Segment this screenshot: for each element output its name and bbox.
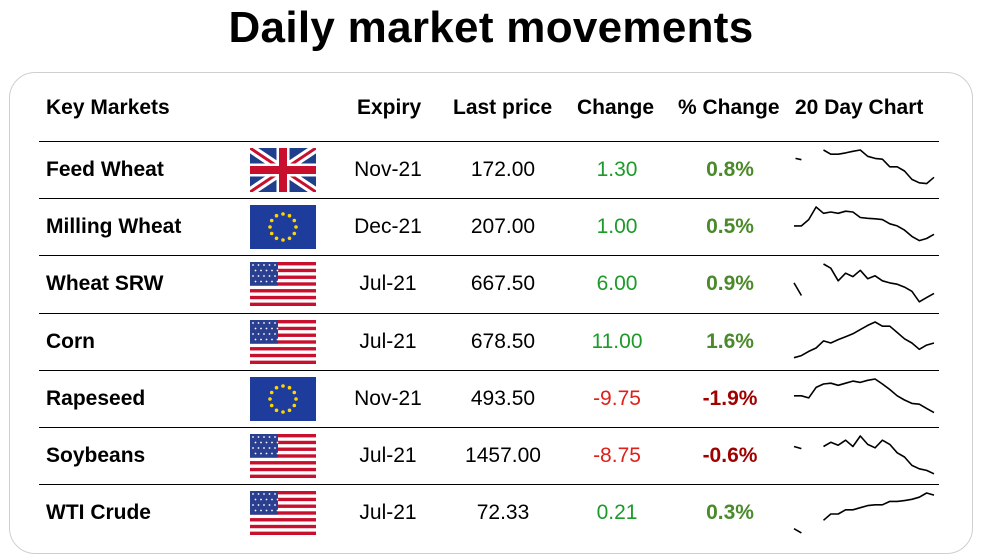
sparkline-series	[823, 263, 935, 303]
us-flag-icon	[250, 262, 316, 307]
header-expiry: Expiry	[357, 96, 422, 119]
twenty-day-chart	[790, 374, 938, 426]
table-row: Wheat SRW Jul-21 667.50 6.00 0.9%	[0, 256, 982, 313]
expiry-value: Jul-21	[359, 329, 417, 353]
expiry-value: Jul-21	[359, 444, 417, 467]
sparkline-series	[823, 149, 935, 185]
table-row: Corn Jul-21 678.50 11.00 1.6%	[0, 314, 982, 371]
page-title: Daily market movements	[228, 3, 754, 52]
market-name: WTI Crude	[46, 501, 151, 525]
twenty-day-chart	[790, 145, 938, 197]
flag	[247, 144, 319, 196]
uk-flag-icon	[247, 144, 319, 196]
pct-change-value: 1.6%	[706, 329, 754, 353]
sparkline-series	[795, 157, 802, 161]
expiry-value: Nov-21	[354, 158, 422, 181]
last-price-value: 72.33	[476, 501, 530, 525]
twenty-day-chart	[790, 317, 938, 369]
sparkline-series	[793, 528, 802, 534]
sparkline-20-day	[793, 492, 935, 534]
change-value: 1.00	[596, 215, 638, 239]
market-name: Corn	[46, 329, 95, 353]
us-flag-icon	[250, 319, 316, 364]
change-value: 0.21	[596, 501, 638, 525]
row-divider	[39, 141, 939, 142]
sparkline-20-day	[795, 149, 935, 185]
table-row: Rapeseed Nov-21 493.50 -9.75 -1.9%	[0, 371, 982, 428]
sparkline-series	[793, 320, 935, 359]
flag	[250, 262, 316, 307]
table-row: WTI Crude Jul-21 72.33 0.21 0.3%	[0, 485, 982, 542]
change-value: 1.30	[596, 158, 638, 181]
sparkline-series	[793, 282, 803, 297]
pct-change-value: 0.9%	[706, 272, 754, 296]
change-value: 11.00	[591, 329, 643, 353]
last-price-value: 207.00	[470, 215, 536, 239]
sparkline-series	[793, 445, 802, 450]
sparkline-20-day	[793, 435, 935, 475]
row-divider	[39, 369, 939, 371]
expiry-value: Jul-21	[359, 501, 417, 525]
twenty-day-chart	[790, 202, 938, 254]
sparkline-series	[823, 435, 935, 475]
flag	[250, 319, 316, 364]
last-price-value: 667.50	[470, 272, 536, 296]
flag	[250, 205, 316, 250]
table-row: Feed Wheat Nov-21 172.00 1.30 0.8%	[0, 142, 982, 199]
header-pct-change: % Change	[678, 96, 780, 119]
eu-flag-icon	[250, 205, 316, 250]
expiry-value: Nov-21	[354, 386, 422, 410]
table-row: Milling Wheat Dec-21 207.00 1.00 0.5%	[0, 199, 982, 256]
flag	[250, 376, 316, 421]
market-name: Feed Wheat	[46, 158, 164, 181]
market-name: Rapeseed	[46, 386, 146, 410]
last-price-value: 1457.00	[465, 444, 541, 467]
pct-change-value: 0.3%	[706, 501, 754, 525]
twenty-day-chart	[790, 431, 938, 483]
sparkline-20-day	[793, 320, 935, 359]
pct-change-value: -0.6%	[702, 444, 758, 467]
twenty-day-chart	[790, 488, 938, 540]
expiry-value: Jul-21	[359, 272, 417, 296]
last-price-value: 493.50	[470, 386, 536, 410]
last-price-value: 678.50	[470, 329, 536, 353]
change-value: 6.00	[596, 272, 638, 296]
expiry-value: Dec-21	[354, 215, 422, 239]
change-value: -8.75	[593, 444, 641, 467]
sparkline-series	[794, 206, 935, 242]
header-last-price: Last price	[453, 96, 553, 119]
pct-change-value: 0.8%	[706, 158, 754, 181]
sparkline-20-day	[794, 206, 935, 242]
change-value: -9.75	[593, 386, 641, 410]
row-divider	[39, 198, 939, 200]
us-flag-icon	[250, 491, 316, 536]
market-name: Soybeans	[46, 444, 146, 467]
header-20-day-chart: 20 Day Chart	[795, 96, 924, 119]
row-divider	[39, 255, 939, 257]
sparkline-series	[794, 377, 935, 414]
twenty-day-chart	[790, 259, 938, 311]
us-flag-icon	[250, 434, 316, 478]
market-name: Wheat SRW	[46, 272, 164, 296]
flag	[250, 434, 316, 478]
sparkline-20-day	[793, 263, 935, 303]
header-change: Change	[577, 96, 655, 119]
row-divider	[39, 484, 939, 486]
table-row: Soybeans Jul-21 1457.00 -8.75 -0.6%	[0, 428, 982, 485]
sparkline-series	[822, 492, 935, 522]
last-price-value: 172.00	[470, 158, 536, 181]
row-divider	[39, 312, 939, 314]
market-name: Milling Wheat	[46, 215, 182, 239]
pct-change-value: -1.9%	[702, 386, 758, 410]
row-divider	[39, 427, 939, 428]
pct-change-value: 0.5%	[706, 215, 754, 239]
header-key-markets: Key Markets	[46, 96, 170, 119]
flag	[250, 491, 316, 536]
sparkline-20-day	[794, 377, 935, 414]
eu-flag-icon	[250, 376, 316, 421]
